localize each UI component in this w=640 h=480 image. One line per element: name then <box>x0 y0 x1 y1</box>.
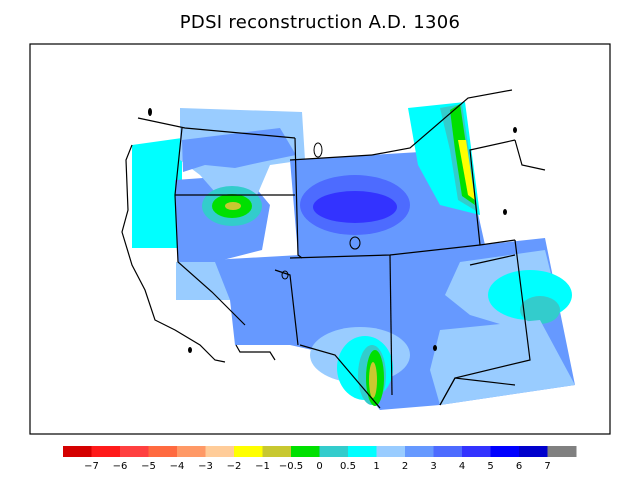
colorbar-label: −4 <box>170 461 185 472</box>
lake-2 <box>503 209 507 215</box>
border-wy-north <box>289 154 373 161</box>
lake-5 <box>188 347 192 353</box>
colorbar-swatch <box>348 446 377 457</box>
region-oregon-coast <box>132 138 182 248</box>
border-az-nm <box>389 254 393 396</box>
color-swatches <box>63 446 577 457</box>
border-tx <box>439 377 516 406</box>
border-nv-az <box>274 269 299 346</box>
colorbar-label: 7 <box>544 461 550 472</box>
colorbar-label: 0 <box>316 461 322 472</box>
colorbar-label: 1 <box>373 461 379 472</box>
colorbar-label: −5 <box>141 461 156 472</box>
colorbar-label: −3 <box>198 461 213 472</box>
pacific-coastline <box>121 144 226 363</box>
border-ks <box>469 254 516 266</box>
colorbar-swatch <box>376 446 406 457</box>
colorbar-swatch <box>262 446 292 457</box>
baja-coast <box>235 344 276 361</box>
color-labels: −7 −6 −5 −4 −3 −2 −1 −0.5 0 0.5 1 2 3 4 5 6 7 <box>84 461 551 472</box>
lake-yellowstone <box>313 142 323 158</box>
colorbar-swatch <box>319 446 349 457</box>
colorbar-swatch <box>433 446 463 457</box>
border-mexico <box>299 344 381 409</box>
lake-1 <box>148 108 152 116</box>
region-wyoming-deep <box>313 191 397 223</box>
region-nm-light <box>430 320 575 405</box>
colorbar-swatch <box>291 446 320 457</box>
colorbar-swatch <box>547 446 577 457</box>
border-nd <box>514 139 546 171</box>
colorbar-swatch <box>148 446 178 457</box>
colorbar-label: 5 <box>487 461 493 472</box>
region-central-blue <box>182 128 296 172</box>
region-colorado-teal <box>520 296 560 324</box>
colorbar-swatch <box>405 446 434 457</box>
colorbar-label: −1 <box>255 461 270 472</box>
colorbar-label: 3 <box>430 461 436 472</box>
colorbar-label: 4 <box>459 461 465 472</box>
region-nv-olive <box>225 202 241 210</box>
colorbar-swatch <box>519 446 548 457</box>
boundaries <box>137 89 546 409</box>
border-canada-east <box>371 89 513 156</box>
lake-4 <box>433 345 437 351</box>
colorbar-label: 2 <box>402 461 408 472</box>
colorbar-swatch <box>63 446 92 457</box>
colorbar-label: −2 <box>227 461 242 472</box>
colorbar-swatch <box>490 446 520 457</box>
border-canada-west <box>137 117 296 139</box>
border-sd <box>469 139 516 246</box>
region-az-olive <box>369 362 377 398</box>
border-or-ca <box>174 127 246 326</box>
colorbar-label: −0.5 <box>279 461 303 472</box>
border-id-nv <box>294 137 303 259</box>
lake-mead <box>281 270 289 280</box>
region-montana-yellow <box>458 140 475 200</box>
lake-3 <box>513 127 517 133</box>
colorbar-swatch <box>234 446 263 457</box>
border-ut-co <box>289 239 516 259</box>
colorbar-swatch <box>91 446 121 457</box>
colorbar-swatch <box>205 446 235 457</box>
colorbar-swatch <box>462 446 491 457</box>
map-title: PDSI reconstruction A.D. 1306 <box>179 12 461 33</box>
colorbar-label: −6 <box>113 461 128 472</box>
colorbar-label: 6 <box>516 461 522 472</box>
pdsi-field <box>132 102 575 410</box>
colorbar-swatch <box>120 446 149 457</box>
great-salt-lake <box>349 236 361 250</box>
colorbar-label: −7 <box>84 461 99 472</box>
colorbar-label: 0.5 <box>340 461 356 472</box>
colorbar-swatch <box>177 446 206 457</box>
